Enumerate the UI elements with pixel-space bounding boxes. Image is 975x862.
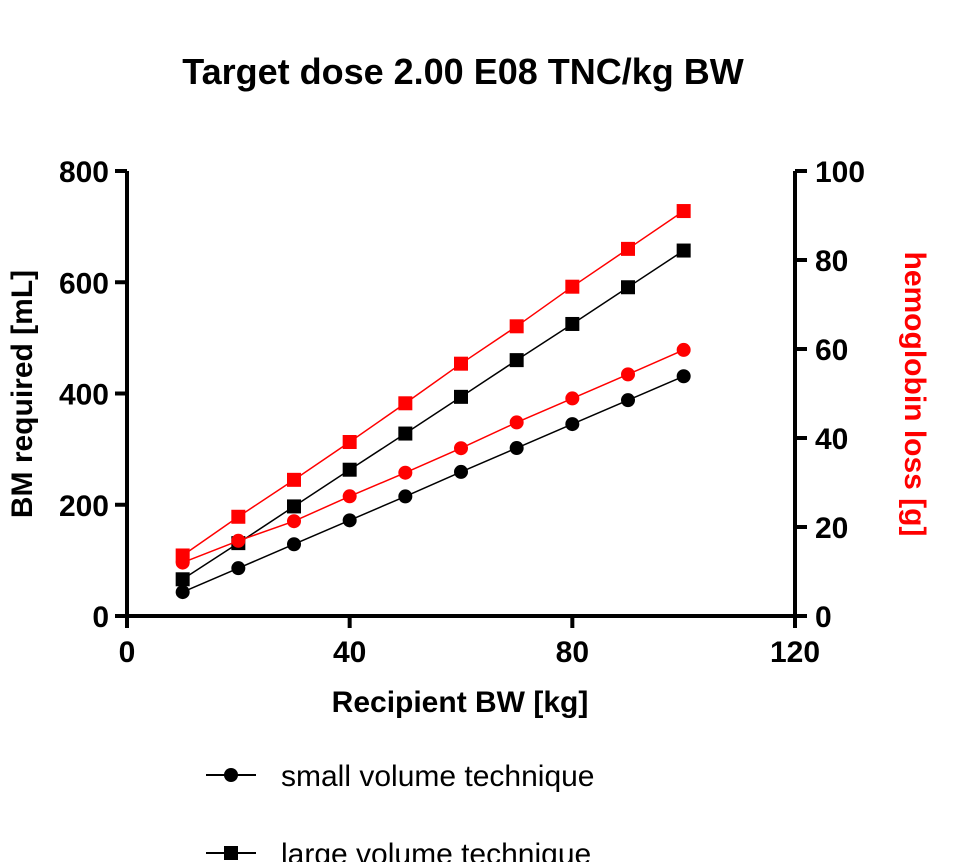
- data-point: [454, 389, 468, 404]
- x-tick-label: 120: [770, 636, 820, 669]
- x-tick-label: 40: [333, 636, 366, 669]
- data-point: [565, 391, 580, 406]
- y-tick-label: 600: [59, 267, 109, 300]
- data-point: [509, 441, 524, 456]
- data-point: [621, 367, 635, 382]
- data-point: [287, 499, 301, 514]
- data-point: [565, 316, 580, 331]
- y2-tick-label: 100: [815, 156, 865, 189]
- data-point: [231, 509, 246, 524]
- data-point: [676, 204, 691, 219]
- series-line: [182, 210, 685, 557]
- axes: [115, 169, 807, 628]
- data-point: [454, 464, 468, 479]
- plot-area: [175, 204, 691, 600]
- legend-label-small: small volume technique: [281, 760, 595, 793]
- legend: small volume technique large volume tech…: [206, 760, 595, 862]
- data-point: [454, 356, 468, 371]
- data-point: [398, 426, 413, 441]
- data-point: [231, 561, 246, 576]
- series-3: [175, 204, 691, 563]
- y2-tick-label: 60: [815, 334, 848, 367]
- series-1: [175, 243, 691, 587]
- data-point: [565, 279, 580, 294]
- data-point: [509, 319, 524, 334]
- x-tick-label: 80: [556, 636, 589, 669]
- data-point: [565, 417, 580, 432]
- data-point: [621, 393, 635, 408]
- data-point: [676, 243, 691, 258]
- y2-tick-label: 0: [815, 601, 832, 634]
- y2-tick-label: 20: [815, 512, 848, 545]
- data-point: [509, 353, 524, 368]
- y2-tick-label: 40: [815, 423, 848, 456]
- x-axis-title: Recipient BW [kg]: [332, 686, 589, 719]
- data-point: [676, 369, 691, 384]
- series-line: [182, 349, 684, 564]
- data-point: [287, 472, 301, 487]
- data-point: [342, 489, 357, 504]
- legend-label-large: large volume technique: [281, 838, 591, 862]
- y2-tick-label: 80: [815, 245, 848, 278]
- data-point: [398, 396, 413, 411]
- tick-labels: 0 200 400 600 800 0 20 40 60 80 100 0 40 80 120: [59, 156, 865, 669]
- data-point: [175, 585, 190, 600]
- data-point: [509, 415, 524, 430]
- data-point: [621, 241, 635, 256]
- data-point: [454, 441, 468, 456]
- y-tick-label: 0: [92, 601, 109, 634]
- data-point: [342, 435, 357, 450]
- y-axis-title: BM required [mL]: [6, 270, 39, 518]
- series-0: [175, 369, 691, 600]
- legend-marker-large: [224, 846, 238, 860]
- y-tick-label: 800: [59, 156, 109, 189]
- data-point: [342, 462, 357, 477]
- series-line: [182, 375, 684, 593]
- data-point: [175, 548, 190, 563]
- x-tick-label: 0: [119, 636, 136, 669]
- data-point: [175, 572, 190, 587]
- data-point: [231, 533, 246, 548]
- data-point: [287, 514, 301, 529]
- data-point: [398, 465, 413, 480]
- data-point: [676, 342, 691, 357]
- y-tick-label: 400: [59, 379, 109, 412]
- data-point: [342, 513, 357, 528]
- y2-axis-title: hemoglobin loss [g]: [898, 252, 931, 537]
- data-point: [621, 280, 635, 295]
- data-point: [287, 537, 301, 552]
- chart-title: Target dose 2.00 E08 TNC/kg BW: [182, 51, 744, 92]
- series-line: [182, 249, 685, 580]
- series-2: [175, 342, 691, 570]
- y-tick-label: 200: [59, 490, 109, 523]
- data-point: [398, 489, 413, 504]
- legend-marker-small: [224, 768, 238, 782]
